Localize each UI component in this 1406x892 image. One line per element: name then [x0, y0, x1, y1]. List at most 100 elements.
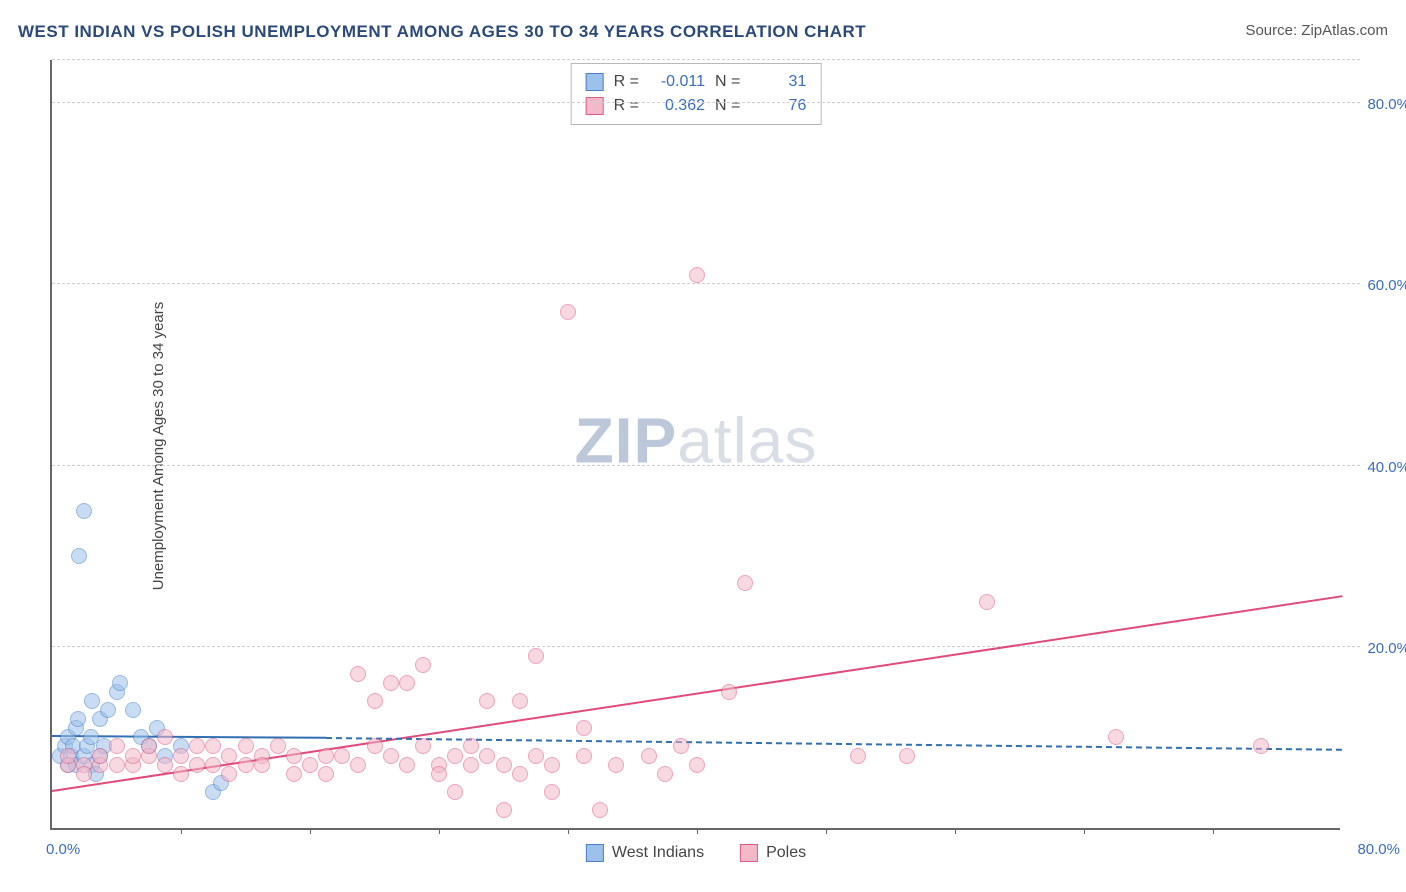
- data-point: [447, 784, 463, 800]
- data-point: [286, 766, 302, 782]
- data-point: [221, 748, 237, 764]
- stats-n-value-0: 31: [750, 70, 806, 94]
- x-tick: [1084, 828, 1085, 834]
- data-point: [238, 738, 254, 754]
- data-point: [100, 702, 116, 718]
- data-point: [157, 729, 173, 745]
- chart-title: WEST INDIAN VS POLISH UNEMPLOYMENT AMONG…: [18, 22, 866, 42]
- data-point: [463, 738, 479, 754]
- x-tick: [310, 828, 311, 834]
- data-point: [125, 748, 141, 764]
- stats-n-label: N =: [715, 94, 740, 118]
- x-tick: [181, 828, 182, 834]
- stats-row-west-indians: R = -0.011 N = 31: [586, 70, 807, 94]
- data-point: [479, 693, 495, 709]
- data-point: [318, 748, 334, 764]
- data-point: [463, 757, 479, 773]
- data-point: [238, 757, 254, 773]
- data-point: [673, 738, 689, 754]
- data-point: [60, 748, 76, 764]
- data-point: [608, 757, 624, 773]
- data-point: [528, 648, 544, 664]
- data-point: [205, 738, 221, 754]
- legend-label-1: Poles: [766, 844, 806, 861]
- x-tick: [955, 828, 956, 834]
- stats-r-value-1: 0.362: [649, 94, 705, 118]
- data-point: [399, 757, 415, 773]
- data-point: [899, 748, 915, 764]
- plot-area: ZIPatlas R = -0.011 N = 31 R = 0.362 N =…: [50, 60, 1340, 830]
- stats-legend-box: R = -0.011 N = 31 R = 0.362 N = 76: [571, 63, 822, 125]
- legend-item-poles: Poles: [740, 844, 806, 862]
- data-point: [512, 766, 528, 782]
- data-point: [1253, 738, 1269, 754]
- data-point: [302, 757, 318, 773]
- data-point: [367, 738, 383, 754]
- swatch-poles: [586, 97, 604, 115]
- data-point: [415, 657, 431, 673]
- data-point: [350, 666, 366, 682]
- data-point: [84, 693, 100, 709]
- data-point: [689, 757, 705, 773]
- data-point: [641, 748, 657, 764]
- data-point: [479, 748, 495, 764]
- data-point: [76, 766, 92, 782]
- data-point: [1108, 729, 1124, 745]
- data-point: [496, 802, 512, 818]
- stats-r-label: R =: [614, 70, 639, 94]
- data-point: [657, 766, 673, 782]
- data-point: [544, 757, 560, 773]
- data-point: [92, 748, 108, 764]
- x-tick: [1213, 828, 1214, 834]
- data-point: [318, 766, 334, 782]
- data-point: [157, 757, 173, 773]
- source-attribution: Source: ZipAtlas.com: [1245, 22, 1388, 39]
- data-point: [221, 766, 237, 782]
- data-point: [112, 675, 128, 691]
- data-point: [850, 748, 866, 764]
- data-point: [205, 757, 221, 773]
- x-tick: [826, 828, 827, 834]
- data-point: [286, 748, 302, 764]
- grid-line: [52, 465, 1360, 466]
- data-point: [576, 720, 592, 736]
- bottom-legend: West Indians Poles: [586, 844, 806, 862]
- data-point: [689, 267, 705, 283]
- data-point: [71, 548, 87, 564]
- x-tick: [568, 828, 569, 834]
- stats-n-label: N =: [715, 70, 740, 94]
- data-point: [576, 748, 592, 764]
- data-point: [399, 675, 415, 691]
- x-tick-label-start: 0.0%: [46, 841, 80, 858]
- grid-line: [52, 59, 1360, 60]
- correlation-chart: WEST INDIAN VS POLISH UNEMPLOYMENT AMONG…: [0, 0, 1406, 892]
- x-tick-label-end: 80.0%: [1357, 841, 1400, 858]
- data-point: [592, 802, 608, 818]
- stats-r-label: R =: [614, 94, 639, 118]
- data-point: [544, 784, 560, 800]
- data-point: [125, 702, 141, 718]
- legend-swatch-poles: [740, 844, 758, 862]
- data-point: [109, 757, 125, 773]
- data-point: [109, 738, 125, 754]
- data-point: [350, 757, 366, 773]
- data-point: [76, 503, 92, 519]
- data-point: [254, 757, 270, 773]
- data-point: [979, 594, 995, 610]
- x-tick: [697, 828, 698, 834]
- data-point: [173, 748, 189, 764]
- stats-r-value-0: -0.011: [649, 70, 705, 94]
- grid-line: [52, 283, 1360, 284]
- legend-item-west-indians: West Indians: [586, 844, 704, 862]
- data-point: [173, 766, 189, 782]
- data-point: [141, 738, 157, 754]
- data-point: [189, 757, 205, 773]
- y-tick-label: 80.0%: [1367, 96, 1406, 113]
- stats-row-poles: R = 0.362 N = 76: [586, 94, 807, 118]
- legend-label-0: West Indians: [612, 844, 704, 861]
- data-point: [415, 738, 431, 754]
- data-point: [270, 738, 286, 754]
- y-tick-label: 40.0%: [1367, 459, 1406, 476]
- data-point: [737, 575, 753, 591]
- x-tick: [439, 828, 440, 834]
